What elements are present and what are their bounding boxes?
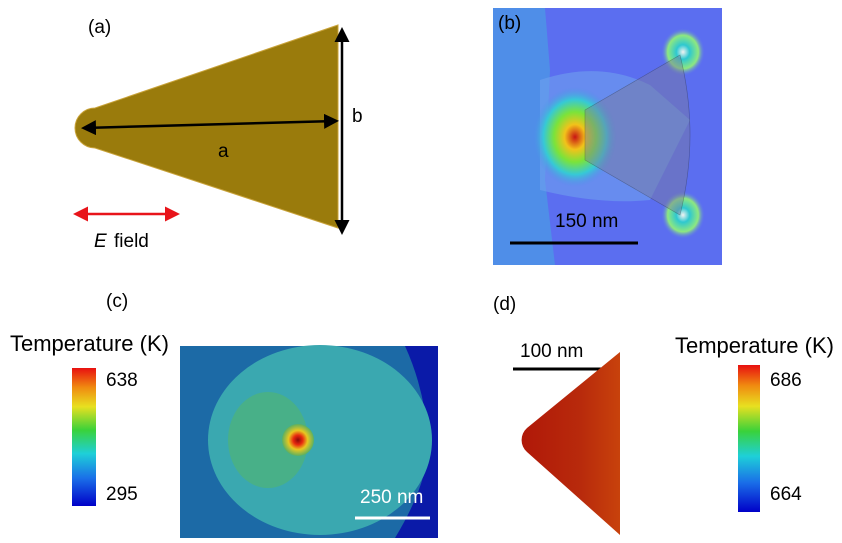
field-word: field [114,231,149,252]
colorbar-max: 638 [106,370,138,391]
panel-label: (b) [498,13,521,34]
scale-label: 250 nm [360,487,423,508]
colorbar-title: Temperature (K) [675,333,834,358]
panel-label: (a) [88,17,111,38]
panel-label: (c) [106,291,128,312]
figure: (a) a b E field 150 nm (b) (c) Temperatu… [0,0,842,538]
colorbar-min: 295 [106,484,138,505]
colorbar [72,368,96,506]
panel-label: (d) [493,294,516,315]
colorbar-title: Temperature (K) [10,331,169,356]
field-symbol: E [94,231,107,252]
colorbar [738,365,760,512]
width-label: b [352,106,363,127]
colorbar-max: 686 [770,370,802,391]
length-label: a [218,141,229,162]
temperature-map [522,352,620,535]
scale-label: 150 nm [555,211,618,232]
hot-spot [282,424,314,456]
scale-label: 100 nm [520,341,583,362]
colorbar-min: 664 [770,484,802,505]
